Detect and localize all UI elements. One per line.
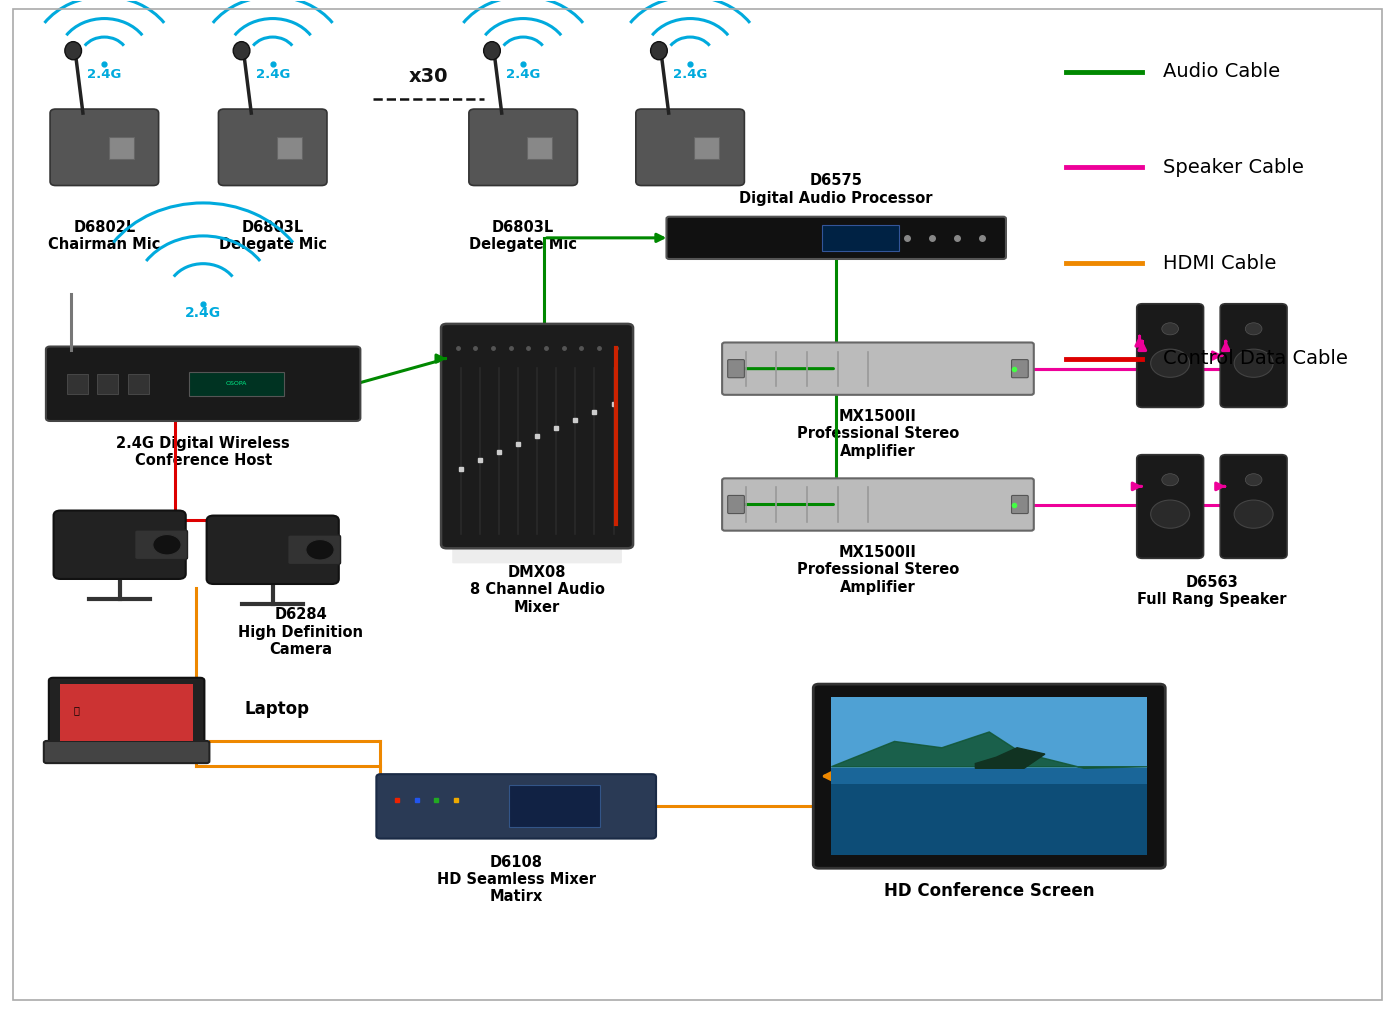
- FancyBboxPatch shape: [50, 109, 158, 186]
- FancyBboxPatch shape: [832, 697, 1147, 768]
- Text: 2.4G: 2.4G: [185, 307, 221, 321]
- Text: D6563
Full Rang Speaker: D6563 Full Rang Speaker: [1137, 575, 1287, 607]
- FancyBboxPatch shape: [469, 109, 577, 186]
- FancyBboxPatch shape: [728, 359, 745, 377]
- Text: HD Conference Screen: HD Conference Screen: [883, 882, 1095, 900]
- Polygon shape: [976, 748, 1044, 768]
- Ellipse shape: [153, 535, 181, 555]
- FancyBboxPatch shape: [43, 741, 210, 763]
- Text: D6803L
Delegate Mic: D6803L Delegate Mic: [469, 220, 577, 252]
- FancyBboxPatch shape: [1221, 304, 1287, 408]
- Ellipse shape: [1245, 323, 1261, 335]
- FancyBboxPatch shape: [287, 535, 340, 565]
- Ellipse shape: [64, 41, 81, 60]
- FancyBboxPatch shape: [1137, 455, 1204, 558]
- Text: 🏁: 🏁: [74, 705, 80, 715]
- Text: OSOPA: OSOPA: [225, 381, 248, 386]
- FancyBboxPatch shape: [67, 373, 88, 394]
- FancyBboxPatch shape: [49, 678, 204, 749]
- Ellipse shape: [651, 41, 668, 60]
- FancyBboxPatch shape: [207, 516, 339, 584]
- Text: DMX08
8 Channel Audio
Mixer: DMX08 8 Channel Audio Mixer: [469, 565, 605, 614]
- Text: 2.4G: 2.4G: [87, 68, 122, 81]
- Ellipse shape: [1245, 473, 1261, 485]
- FancyBboxPatch shape: [832, 697, 1147, 856]
- FancyBboxPatch shape: [134, 530, 188, 560]
- FancyBboxPatch shape: [127, 373, 148, 394]
- FancyBboxPatch shape: [722, 342, 1033, 395]
- FancyBboxPatch shape: [189, 371, 284, 396]
- FancyBboxPatch shape: [60, 684, 193, 741]
- Text: D6108
HD Seamless Mixer
Matirx: D6108 HD Seamless Mixer Matirx: [437, 855, 595, 904]
- FancyBboxPatch shape: [218, 109, 328, 186]
- Text: x30: x30: [409, 68, 448, 87]
- Text: Speaker Cable: Speaker Cable: [1163, 158, 1303, 177]
- Ellipse shape: [1162, 473, 1179, 485]
- Ellipse shape: [1235, 349, 1273, 377]
- Text: D6575
Digital Audio Processor: D6575 Digital Audio Processor: [739, 174, 932, 206]
- Text: D6803L
Delegate Mic: D6803L Delegate Mic: [218, 220, 326, 252]
- FancyBboxPatch shape: [822, 225, 899, 251]
- FancyBboxPatch shape: [1012, 359, 1028, 377]
- Ellipse shape: [1235, 500, 1273, 529]
- FancyBboxPatch shape: [813, 684, 1165, 869]
- FancyBboxPatch shape: [728, 495, 745, 514]
- FancyBboxPatch shape: [109, 137, 133, 159]
- FancyBboxPatch shape: [53, 511, 186, 579]
- Text: D6284
High Definition
Camera: D6284 High Definition Camera: [238, 607, 363, 657]
- FancyBboxPatch shape: [1137, 304, 1204, 408]
- FancyBboxPatch shape: [510, 785, 599, 827]
- Text: Control Data Cable: Control Data Cable: [1163, 349, 1348, 368]
- FancyBboxPatch shape: [441, 324, 633, 548]
- FancyBboxPatch shape: [528, 137, 553, 159]
- Text: 2.4G: 2.4G: [256, 68, 290, 81]
- FancyBboxPatch shape: [46, 346, 360, 421]
- Ellipse shape: [305, 540, 335, 560]
- FancyBboxPatch shape: [666, 217, 1007, 259]
- Text: 2.4G: 2.4G: [505, 68, 540, 81]
- Text: MX1500II
Professional Stereo
Amplifier: MX1500II Professional Stereo Amplifier: [797, 409, 959, 459]
- Text: 2.4G Digital Wireless
Conference Host: 2.4G Digital Wireless Conference Host: [116, 436, 290, 468]
- Ellipse shape: [483, 41, 500, 60]
- FancyBboxPatch shape: [636, 109, 745, 186]
- Text: 2.4G: 2.4G: [673, 68, 707, 81]
- Text: Audio Cable: Audio Cable: [1163, 63, 1281, 82]
- FancyBboxPatch shape: [832, 784, 1147, 856]
- FancyBboxPatch shape: [452, 546, 622, 563]
- FancyBboxPatch shape: [1012, 495, 1028, 514]
- Ellipse shape: [1151, 349, 1190, 377]
- Ellipse shape: [1151, 500, 1190, 529]
- FancyBboxPatch shape: [694, 137, 720, 159]
- Text: HDMI Cable: HDMI Cable: [1163, 253, 1277, 272]
- FancyBboxPatch shape: [722, 478, 1033, 531]
- Polygon shape: [832, 732, 1147, 768]
- Ellipse shape: [234, 41, 249, 60]
- Ellipse shape: [1162, 323, 1179, 335]
- FancyBboxPatch shape: [1221, 455, 1287, 558]
- Text: Laptop: Laptop: [245, 700, 309, 717]
- FancyBboxPatch shape: [377, 774, 657, 838]
- FancyBboxPatch shape: [98, 373, 118, 394]
- FancyBboxPatch shape: [277, 137, 302, 159]
- Text: D6802L
Chairman Mic: D6802L Chairman Mic: [48, 220, 161, 252]
- Text: MX1500II
Professional Stereo
Amplifier: MX1500II Professional Stereo Amplifier: [797, 545, 959, 594]
